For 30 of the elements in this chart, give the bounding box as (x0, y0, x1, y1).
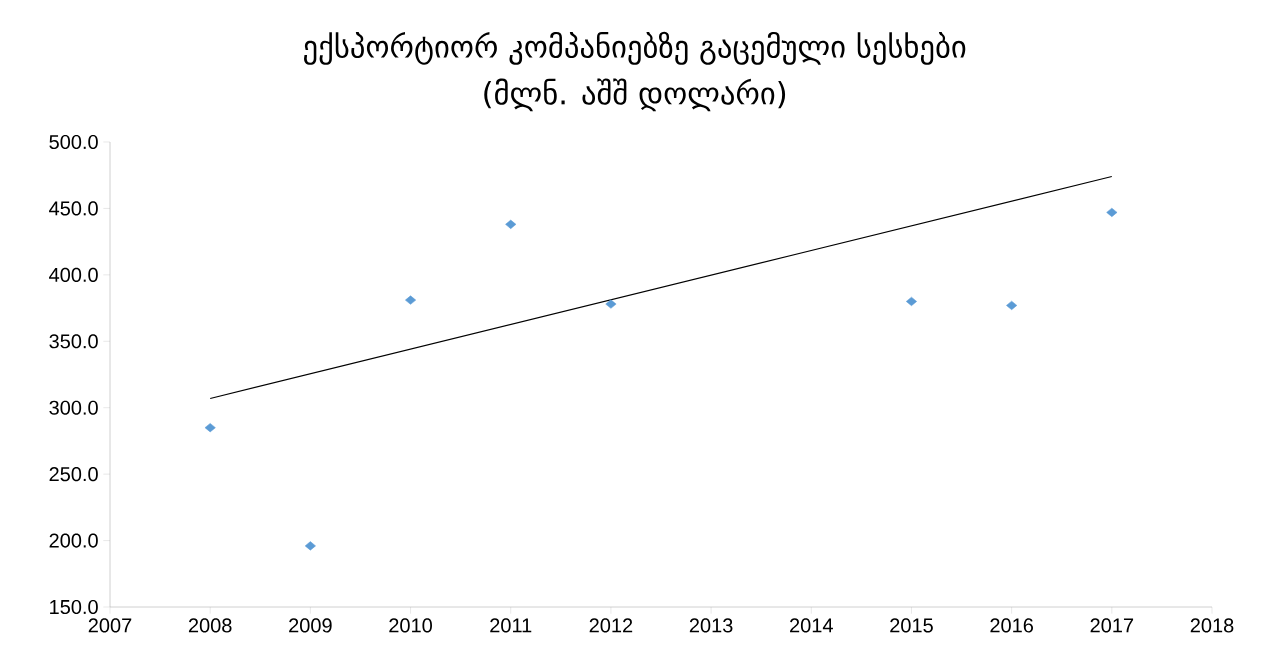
x-tick-label: 2011 (490, 618, 532, 633)
x-tick-label: 2018 (1190, 618, 1234, 633)
x-tick-label: 2010 (389, 618, 432, 633)
y-tick-label: 500.0 (49, 134, 98, 150)
point (405, 295, 417, 305)
point (906, 296, 917, 306)
chart-subtitle: (მლნ. აშშ დოლარი) (484, 78, 786, 112)
x-tick-label: 2013 (689, 618, 733, 633)
x-tick-label: 2007 (88, 618, 132, 633)
y-tick-label: 150.0 (50, 599, 98, 615)
point (605, 299, 617, 309)
x-tick-label: 2014 (790, 618, 833, 633)
point (204, 423, 216, 433)
x-tick-label: 2015 (890, 618, 933, 633)
point (505, 219, 517, 229)
x-tick-label: 2017 (1090, 618, 1134, 633)
point (304, 541, 316, 551)
y-tick-label: 450.0 (49, 201, 98, 216)
x-tick-label: 2012 (589, 618, 633, 633)
chart-title: ექსპორტიორ კომპანიებზე გაცემული სესხები (304, 31, 966, 65)
x-tick-label: 2016 (990, 618, 1034, 633)
x-tick-label: 2009 (289, 618, 332, 633)
y-tick-label: 350.0 (49, 334, 98, 349)
point (1006, 300, 1018, 310)
y-tick-label: 400.0 (49, 267, 98, 282)
y-tick-label: 300.0 (49, 400, 98, 415)
point (1106, 207, 1118, 217)
y-tick-label: 200.0 (49, 533, 98, 548)
x-tick-label: 2008 (188, 618, 232, 633)
y-tick-label: 250.0 (49, 467, 98, 482)
